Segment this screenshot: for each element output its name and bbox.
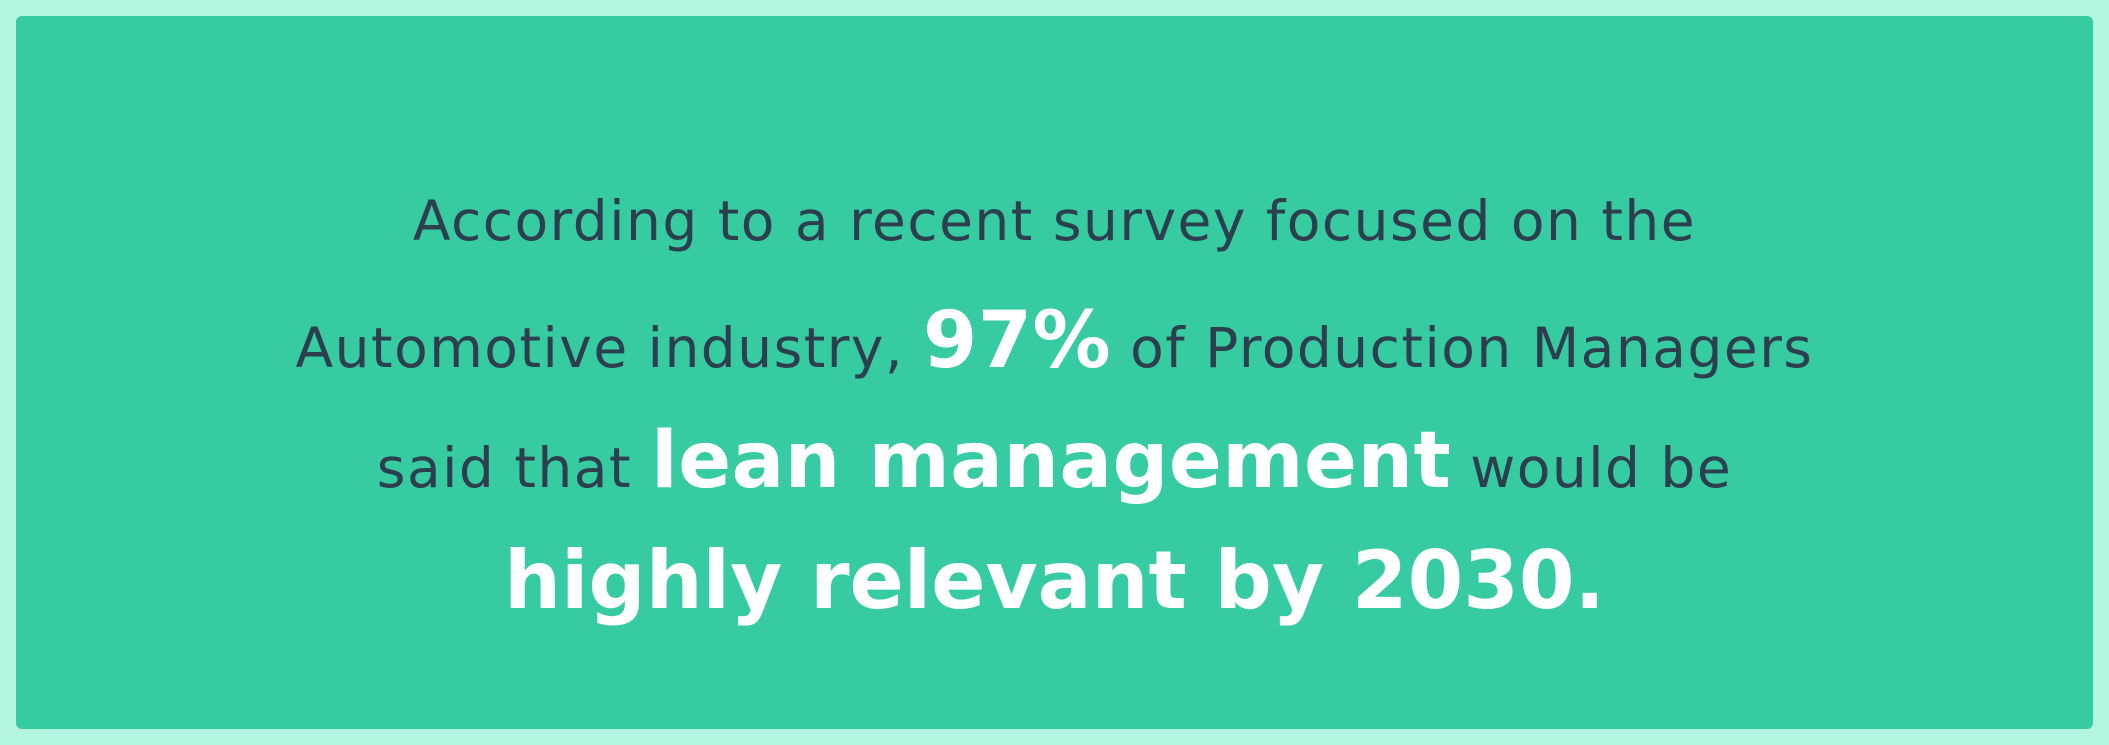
highlight-lean-management: lean management [651,416,1452,506]
highlight-highly-relevant: highly relevant by 2030. [504,534,1605,627]
quote-text: According to a recent survey focused on … [16,161,2093,641]
stat-percentage: 97% [922,296,1112,386]
quote-line-3: said that lean management would be [16,401,2093,521]
quote-line-4: highly relevant by 2030. [16,521,2093,641]
quote-line-1-text: According to a recent survey focused on … [412,189,1697,253]
quote-line-3-post: would be [1451,436,1733,500]
quote-line-2-post: of Production Managers [1111,316,1814,380]
quote-line-3-pre: said that [376,436,652,500]
quote-card: According to a recent survey focused on … [16,16,2093,729]
quote-line-2: Automotive industry, 97% of Production M… [16,281,2093,401]
quote-line-1: According to a recent survey focused on … [16,161,2093,281]
quote-line-2-pre: Automotive industry, [295,316,923,380]
